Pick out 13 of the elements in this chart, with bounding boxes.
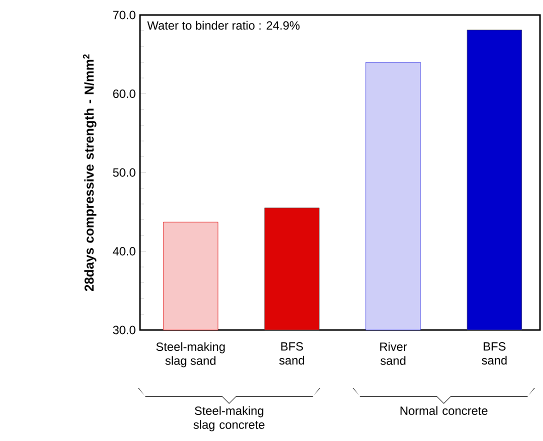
y-tick-label: 60.0	[113, 90, 136, 98]
x-tick-label: BFS sand	[279, 342, 304, 365]
x-tick-label: Steel-making slag sand	[156, 342, 225, 368]
y-tick-label: 40.0	[112, 247, 136, 256]
x-tick-label: BFS sand	[482, 342, 507, 365]
annotation: Water to binder ratio : 24.9%	[147, 20, 300, 30]
y-axis-title: 28days compressive strength - N/mm$^{2}$	[82, 54, 96, 292]
text: Normal concrete	[400, 406, 488, 415]
y-tick-label: 30.0	[113, 326, 136, 334]
y-tick-label: 50.0	[113, 168, 136, 177]
x-tick-label: River sand	[380, 342, 407, 365]
y-tick-label: 70.0	[113, 10, 136, 20]
text: Steel-making slag concrete	[194, 406, 264, 432]
